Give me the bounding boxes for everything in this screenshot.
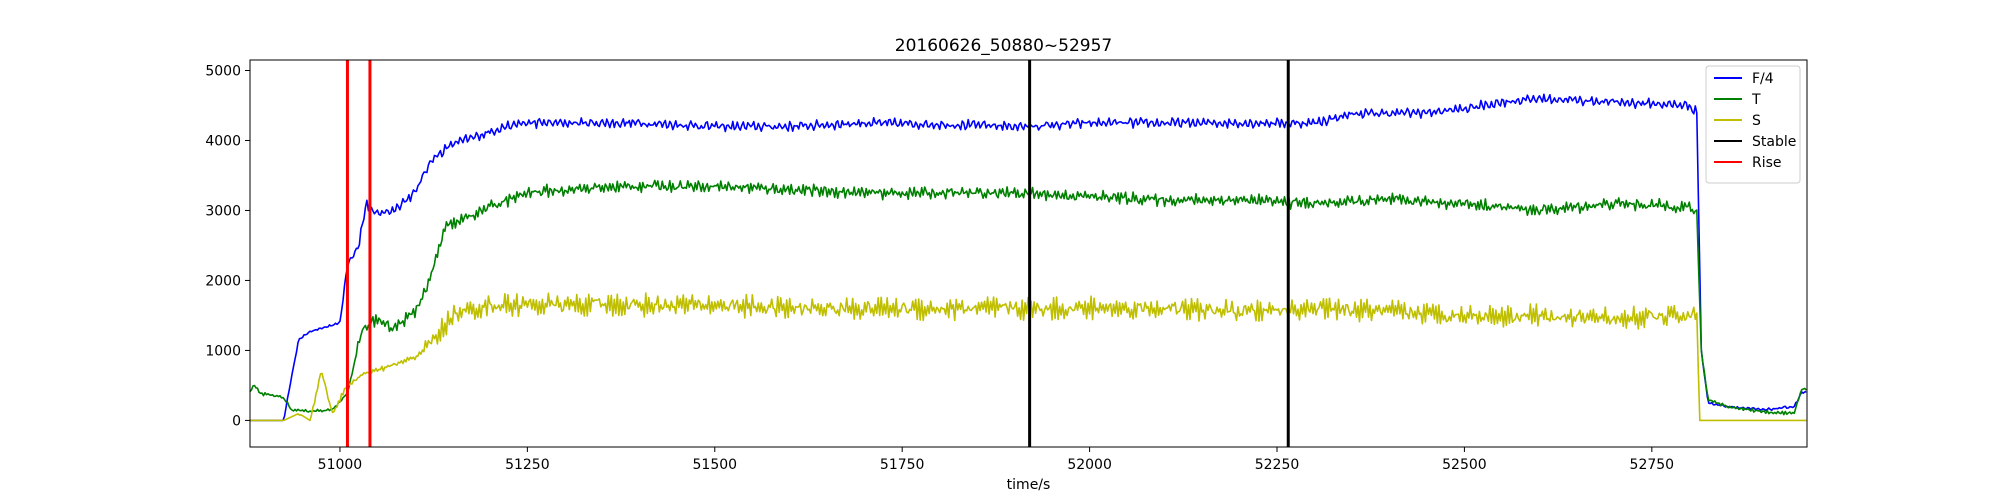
x-tick-label: 52000 (1067, 457, 1112, 473)
legend-label-f-4: F/4 (1752, 71, 1774, 87)
x-tick-label: 52500 (1442, 457, 1487, 473)
legend-label-s: S (1752, 113, 1761, 129)
series-line-t (249, 179, 1807, 416)
legend: F/4 TS Stable Rise (1705, 65, 1801, 184)
x-tick-label: 51750 (880, 457, 925, 473)
plot-area (249, 60, 1807, 447)
chart-title: 20160626_50880~52957 (895, 36, 1112, 56)
y-tick-label: 5000 (205, 63, 241, 79)
y-axis: 0 1000 2000 3000 4000 5000 (205, 63, 250, 429)
series-line-f-4 (250, 93, 1807, 422)
x-tick-label: 51500 (693, 457, 738, 473)
x-tick-label: 51250 (505, 457, 550, 473)
x-axis-label: time/s (1007, 477, 1051, 493)
legend-box (1705, 65, 1801, 184)
x-axis: 51000 51250 51500 51750 52000 52250 52500 52750 (318, 447, 1674, 473)
y-tick-label: 1000 (205, 343, 241, 359)
y-tick-label: 2000 (205, 273, 241, 289)
legend-label-t: T (1751, 92, 1761, 108)
x-tick-label: 51000 (318, 457, 363, 473)
y-tick-label: 3000 (205, 203, 241, 219)
x-tick-label: 52750 (1630, 457, 1675, 473)
y-tick-label: 0 (232, 413, 241, 429)
plot-frame (249, 59, 1808, 448)
x-tick-label: 52250 (1255, 457, 1300, 473)
legend-label-stable: Stable (1752, 134, 1796, 150)
legend-label-rise: Rise (1752, 155, 1782, 171)
series-line-s (250, 292, 1807, 422)
y-tick-label: 4000 (205, 133, 241, 149)
